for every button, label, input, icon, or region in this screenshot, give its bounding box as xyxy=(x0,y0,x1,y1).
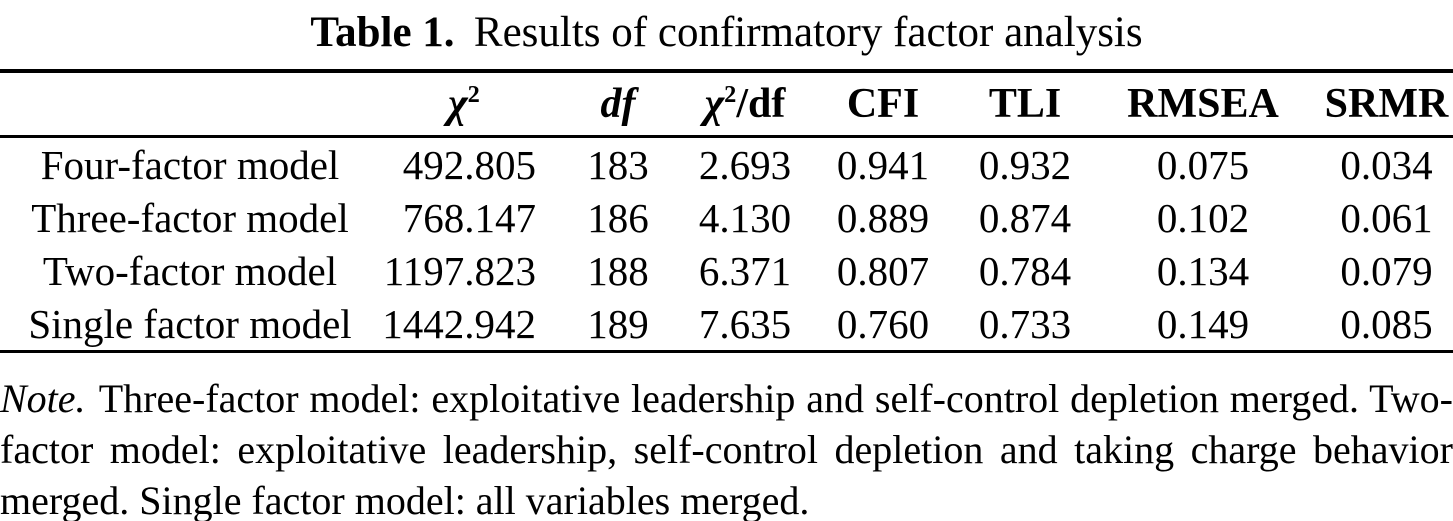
column-header-chi-square-df: χ2/df xyxy=(688,71,802,138)
column-header-srmr: SRMR xyxy=(1320,71,1453,138)
table-caption: Table 1. Results of confirmatory factor a… xyxy=(0,0,1453,60)
column-header-rmsea: RMSEA xyxy=(1086,71,1320,138)
cell-model: Single factor model xyxy=(0,297,380,353)
table-row: Two-factor model 1197.823 188 6.371 0.80… xyxy=(0,244,1453,297)
cell-model: Four-factor model xyxy=(40,141,340,188)
column-header-df: df xyxy=(548,71,688,138)
cell-tli: 0.932 xyxy=(978,141,1072,188)
header-row: χ2 df χ2/df CFI TLI RMSEA SRMR xyxy=(0,71,1453,138)
cell-cfi: 0.941 xyxy=(836,141,930,188)
table-row: Four-factor model 492.805 183 2.693 0.94… xyxy=(0,137,1453,192)
superscript-two: 2 xyxy=(724,81,737,108)
table-row: Single factor model 1442.942 189 7.635 0… xyxy=(0,297,1453,353)
table-caption-label: Table 1. xyxy=(310,9,455,56)
cell-cfi: 0.807 xyxy=(836,247,930,294)
cell-chi-square-df: 7.635 xyxy=(688,297,802,353)
cell-tli: 0.784 xyxy=(978,247,1072,294)
cell-rmsea: 0.075 xyxy=(1156,141,1250,188)
column-header-cfi: CFI xyxy=(802,71,964,138)
cell-rmsea: 0.102 xyxy=(1156,194,1250,241)
cell-chi-square-df: 4.130 xyxy=(698,194,792,241)
cell-cfi: 0.889 xyxy=(836,194,930,241)
cell-df: 189 xyxy=(548,297,688,353)
cell-rmsea: 0.134 xyxy=(1156,247,1250,294)
cell-tli: 0.874 xyxy=(978,194,1072,241)
cell-srmr: 0.079 xyxy=(1340,247,1433,294)
cfa-results-table: χ2 df χ2/df CFI TLI RMSEA SRMR Four-fact… xyxy=(0,69,1453,353)
cell-chi-square-df: 6.371 xyxy=(698,247,792,294)
cell-chi-square: 492.805 xyxy=(402,141,536,188)
cell-model: Three-factor model xyxy=(31,194,349,241)
cell-chi-square: 768.147 xyxy=(402,194,536,241)
cell-srmr: 0.085 xyxy=(1320,297,1453,353)
cell-tli: 0.733 xyxy=(964,297,1086,353)
chi-symbol: χ xyxy=(448,81,468,127)
cell-rmsea: 0.149 xyxy=(1086,297,1320,353)
cell-srmr: 0.061 xyxy=(1340,194,1433,241)
per-df-label: /df xyxy=(736,81,786,127)
column-header-chi-square: χ2 xyxy=(380,71,548,138)
table-note: Note. Three-factor model: exploitative le… xyxy=(0,373,1453,521)
cell-df: 188 xyxy=(587,247,649,294)
cell-chi-square-df: 2.693 xyxy=(698,141,792,188)
note-label: Note. xyxy=(0,376,86,421)
column-header-model xyxy=(0,71,380,138)
cell-srmr: 0.034 xyxy=(1340,141,1433,188)
table-caption-text: Results of confirmatory factor analysis xyxy=(473,9,1143,56)
cell-chi-square: 1442.942 xyxy=(380,297,548,353)
chi-symbol: χ xyxy=(704,81,725,127)
cell-df: 183 xyxy=(587,141,649,188)
cell-cfi: 0.760 xyxy=(802,297,964,353)
table-row: Three-factor model 768.147 186 4.130 0.8… xyxy=(0,191,1453,244)
note-text: Three-factor model: exploitative leaders… xyxy=(0,376,1453,521)
cell-chi-square: 1197.823 xyxy=(383,247,536,294)
column-header-tli: TLI xyxy=(964,71,1086,138)
cell-model: Two-factor model xyxy=(42,247,338,294)
cell-df: 186 xyxy=(587,194,649,241)
superscript-two: 2 xyxy=(467,81,480,108)
